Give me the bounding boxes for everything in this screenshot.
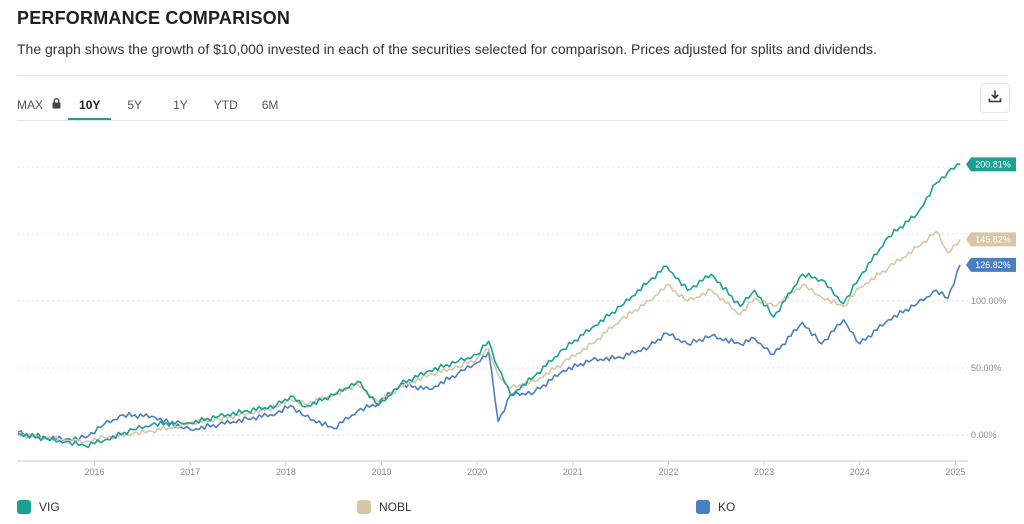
- lock-icon: [52, 98, 61, 112]
- tab-label: 5Y: [127, 98, 143, 112]
- legend-item-nobl[interactable]: NOBL: [357, 500, 412, 514]
- download-icon: [988, 89, 1002, 108]
- x-tick-label: 2016: [85, 467, 105, 477]
- legend-swatch: [357, 500, 371, 514]
- tab-10y[interactable]: 10Y: [67, 91, 112, 120]
- end-label-bg: [966, 157, 1016, 172]
- x-tick-label: 2017: [180, 467, 200, 477]
- tab-label: YTD: [213, 98, 238, 112]
- tab-5y[interactable]: 5Y: [127, 91, 142, 119]
- tab-ytd[interactable]: YTD: [214, 91, 238, 119]
- tab-max[interactable]: MAX: [17, 91, 75, 119]
- legend-item-vig[interactable]: VIG: [17, 500, 60, 514]
- end-label-text: 126.82%: [975, 260, 1011, 270]
- series-line-vig: [17, 163, 961, 449]
- tab-1y[interactable]: 1Y: [173, 91, 188, 119]
- end-label-nobl: 145.82%: [966, 232, 1016, 247]
- x-tick-label: 2022: [658, 467, 678, 477]
- x-tick-label: 2019: [371, 467, 391, 477]
- legend-swatch: [696, 500, 710, 514]
- x-tick-label: 2024: [850, 467, 870, 477]
- end-label-bg: [966, 232, 1016, 247]
- x-tick-label: 2025: [945, 467, 965, 477]
- end-label-vig: 200.81%: [966, 157, 1016, 172]
- end-label-bg: [966, 257, 1016, 272]
- y-tick-label: 50.00%: [971, 363, 1002, 373]
- end-label-text: 145.82%: [975, 234, 1011, 244]
- tab-label: 10Y: [79, 98, 101, 112]
- tab-label: MAX: [17, 98, 44, 112]
- y-tick-label: 100.00%: [971, 296, 1007, 306]
- series-line-nobl: [17, 230, 961, 444]
- header-divider: [17, 75, 1008, 76]
- x-tick-label: 2021: [563, 467, 583, 477]
- end-label-ko: 126.82%: [966, 257, 1016, 272]
- page-subtitle: The graph shows the growth of $10,000 in…: [17, 41, 877, 57]
- legend-item-ko[interactable]: KO: [696, 500, 735, 514]
- series-line-ko: [17, 264, 961, 442]
- y-tick-label: 0.00%: [971, 430, 997, 440]
- x-tick-label: 2023: [754, 467, 774, 477]
- legend-label: KO: [718, 500, 736, 514]
- tab-label: 6M: [261, 98, 279, 112]
- chart-legend: VIG NOBL KO: [0, 500, 1024, 520]
- tab-6m[interactable]: 6M: [262, 91, 279, 119]
- page-title: PERFORMANCE COMPARISON: [17, 8, 291, 28]
- x-tick-label: 2020: [467, 467, 487, 477]
- tabs-divider: [17, 120, 1008, 121]
- end-label-text: 200.81%: [975, 159, 1011, 169]
- performance-chart: 2016 2017 2018 2019 2020 2021 2022 2023 2024 2025…: [17, 157, 1016, 477]
- download-button[interactable]: [980, 83, 1010, 113]
- legend-swatch: [17, 500, 31, 514]
- tab-label: 1Y: [173, 98, 188, 112]
- range-tabs: MAX 10Y 5Y 1Y YTD 6M: [17, 90, 278, 120]
- legend-label: NOBL: [379, 500, 412, 514]
- x-tick-label: 2018: [276, 467, 296, 477]
- legend-label: VIG: [39, 500, 60, 514]
